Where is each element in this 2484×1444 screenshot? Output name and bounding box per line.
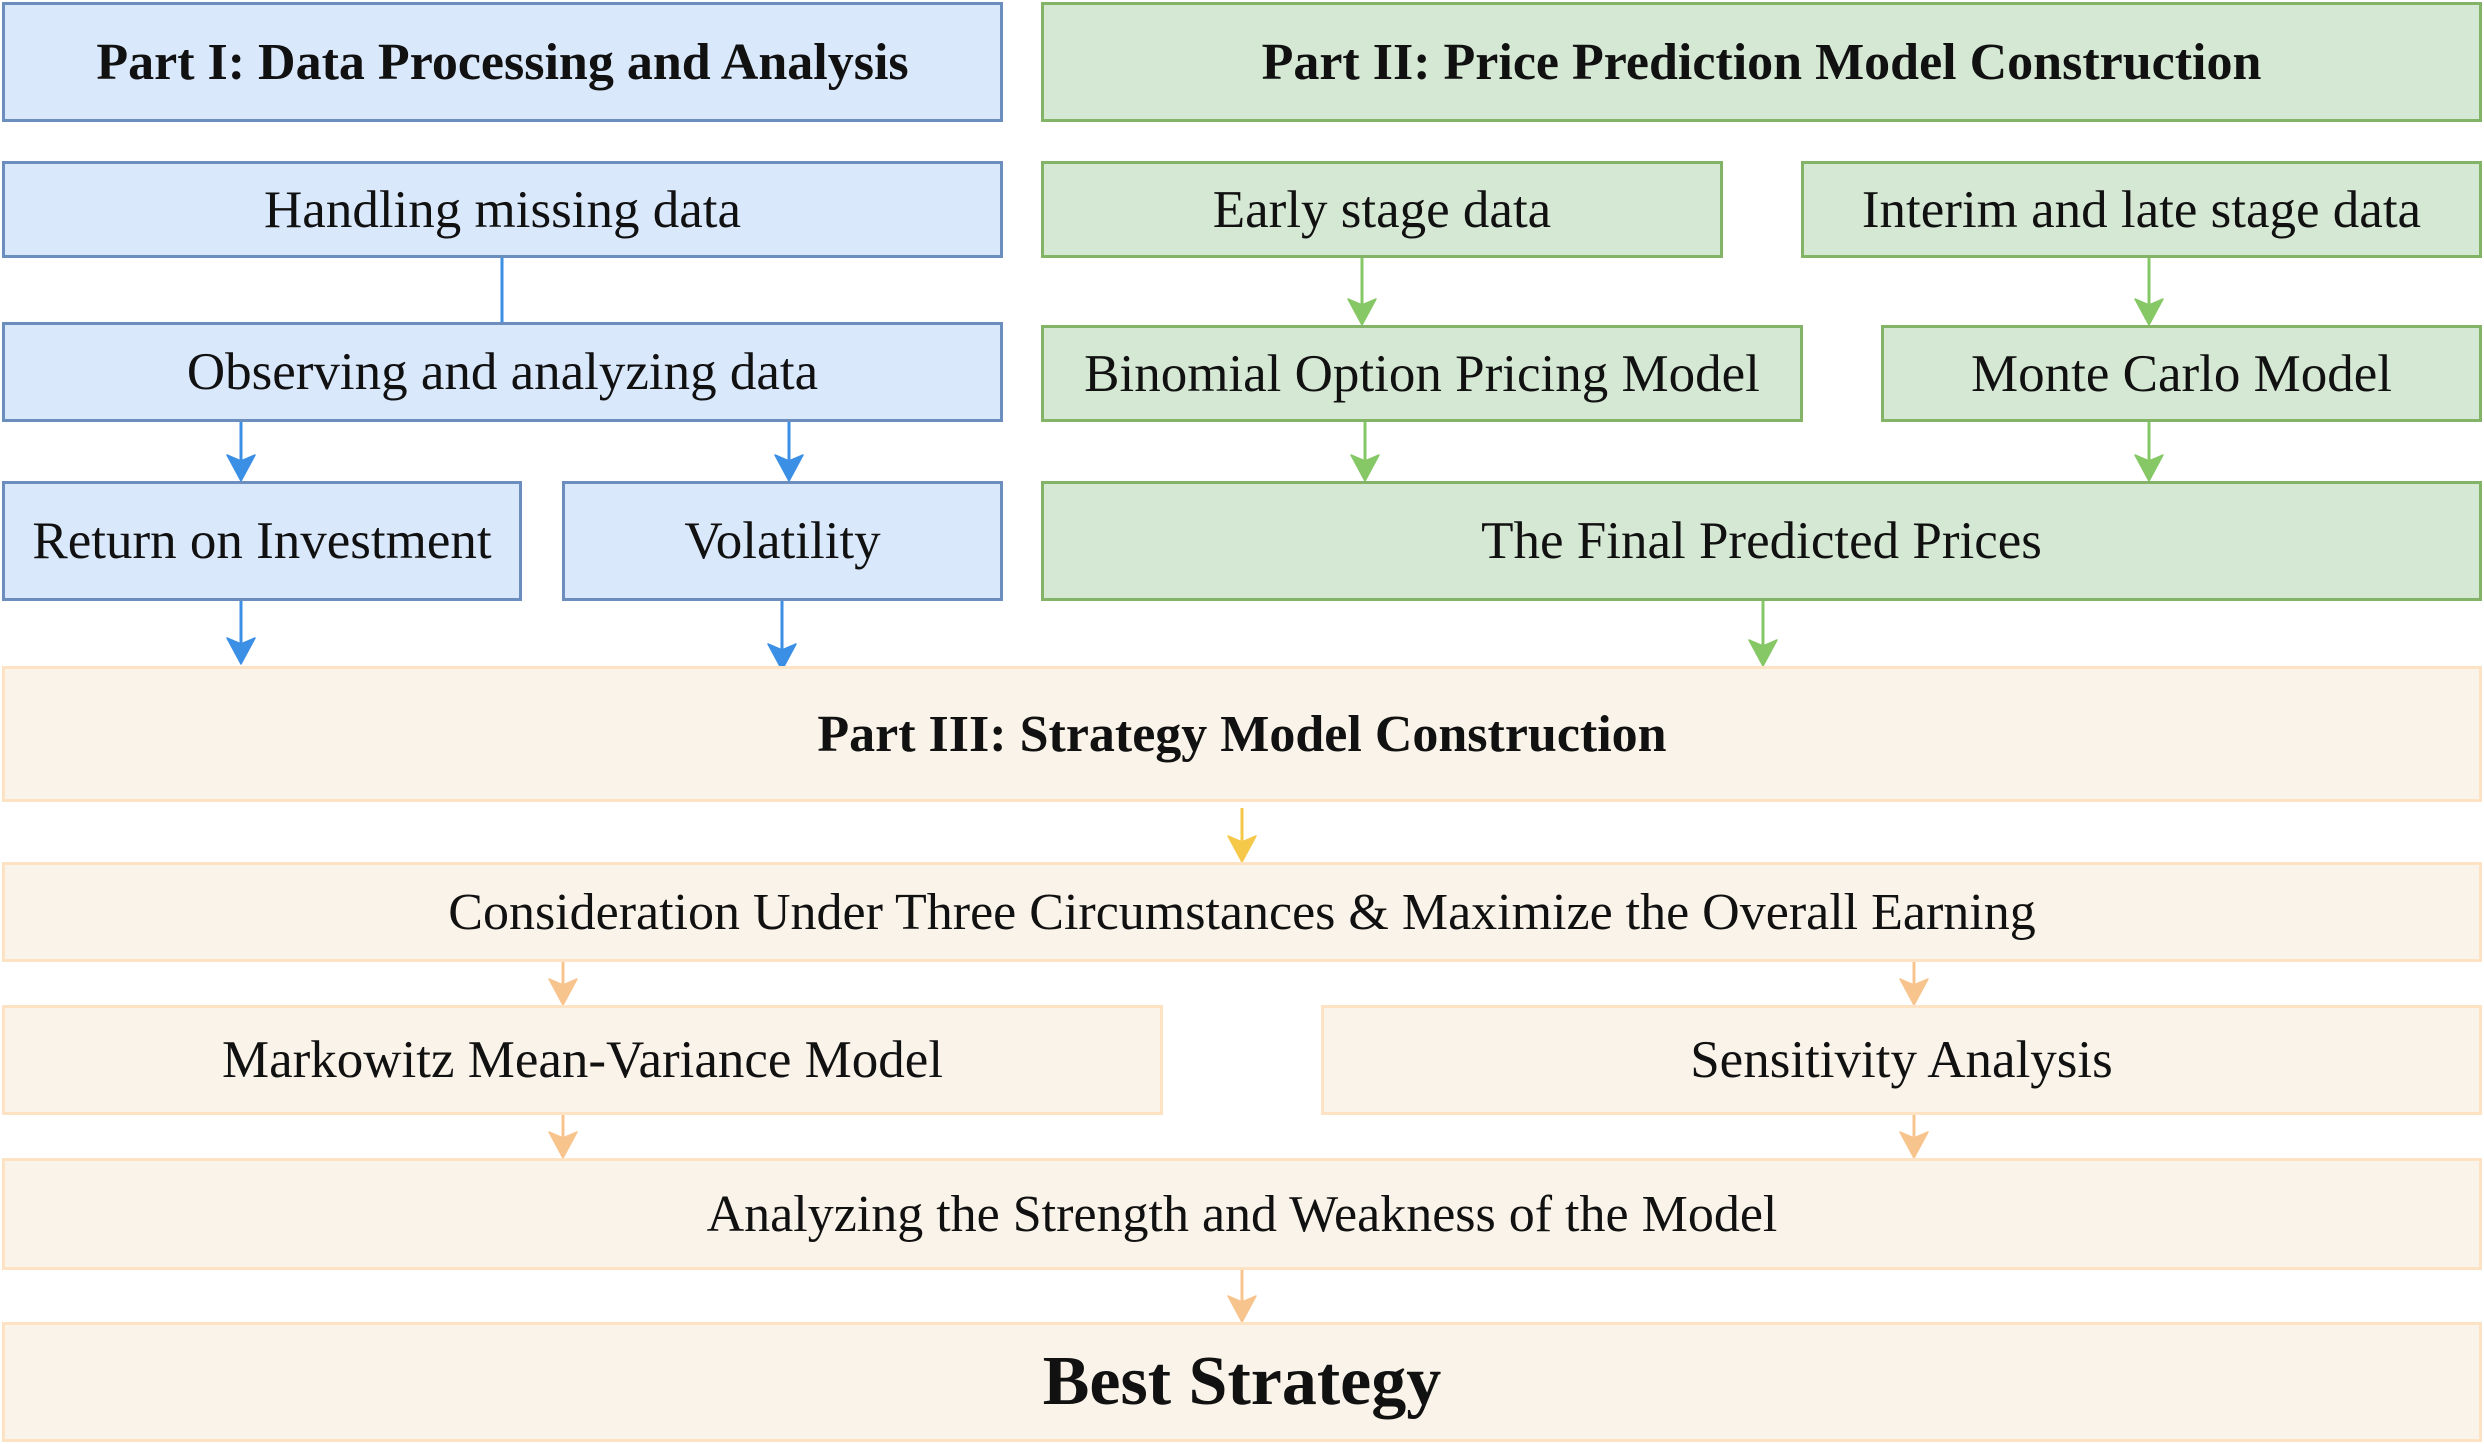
final-predicted-prices-box: The Final Predicted Prices [1041,481,2482,601]
arrow-sensitivity-to-strength [1899,1115,1929,1159]
arrow-observing-to-roi [226,422,256,482]
binomial-option-pricing-label: Binomial Option Pricing Model [1084,344,1760,403]
markowitz-box: Markowitz Mean-Variance Model [2,1005,1163,1115]
arrow-markowitz-to-strength [548,1115,578,1159]
monte-carlo-box: Monte Carlo Model [1881,325,2482,422]
markowitz-label: Markowitz Mean-Variance Model [221,1031,944,1089]
part1-title: Part I: Data Processing and Analysis [96,33,909,91]
arrow-strength-to-best [1227,1270,1257,1323]
interim-late-stage-data-box: Interim and late stage data [1801,161,2482,258]
early-stage-data-label: Early stage data [1212,180,1552,239]
arrow-consideration-to-sensitivity [1899,962,1929,1006]
arrow-montecarlo-to-final [2134,422,2164,482]
arrow-observing-to-volatility [774,422,804,482]
arrow-part3-to-consideration [1227,808,1257,863]
sensitivity-analysis-label: Sensitivity Analysis [1690,1031,2113,1089]
part2-header: Part II: Price Prediction Model Construc… [1041,2,2482,122]
observing-data-box: Observing and analyzing data [2,322,1003,422]
return-on-investment-box: Return on Investment [2,481,522,601]
monte-carlo-label: Monte Carlo Model [1971,344,2392,403]
arrow-consideration-to-markowitz [548,962,578,1006]
part2-title: Part II: Price Prediction Model Construc… [1261,33,2262,91]
arrow-final-to-part3 [1748,601,1778,667]
best-strategy-box: Best Strategy [2,1322,2482,1442]
interim-late-stage-data-label: Interim and late stage data [1861,180,2422,239]
consideration-box: Consideration Under Three Circumstances … [2,862,2482,962]
part3-header: Part III: Strategy Model Construction [2,666,2482,802]
binomial-option-pricing-box: Binomial Option Pricing Model [1041,325,1803,422]
volatility-label: Volatility [684,512,881,570]
best-strategy-label: Best Strategy [1042,1343,1442,1420]
handling-missing-data-box: Handling missing data [2,161,1003,258]
arrow-binomial-to-final [1350,422,1380,482]
handling-missing-data-label: Handling missing data [264,180,741,239]
arrow-volatility-to-part3 [767,601,797,671]
final-predicted-prices-label: The Final Predicted Prices [1481,512,2042,570]
arrow-early-to-binomial [1347,258,1377,326]
consideration-label: Consideration Under Three Circumstances … [448,883,2036,941]
strength-weakness-box: Analyzing the Strength and Weakness of t… [2,1158,2482,1270]
strength-weakness-label: Analyzing the Strength and Weakness of t… [706,1185,1778,1243]
sensitivity-analysis-box: Sensitivity Analysis [1321,1005,2482,1115]
early-stage-data-box: Early stage data [1041,161,1723,258]
part1-header: Part I: Data Processing and Analysis [2,2,1003,122]
part3-title: Part III: Strategy Model Construction [817,705,1667,763]
volatility-box: Volatility [562,481,1003,601]
arrow-interim-to-montecarlo [2134,258,2164,326]
observing-data-label: Observing and analyzing data [186,343,819,401]
return-on-investment-label: Return on Investment [32,512,492,570]
arrow-roi-to-part3 [226,601,256,665]
